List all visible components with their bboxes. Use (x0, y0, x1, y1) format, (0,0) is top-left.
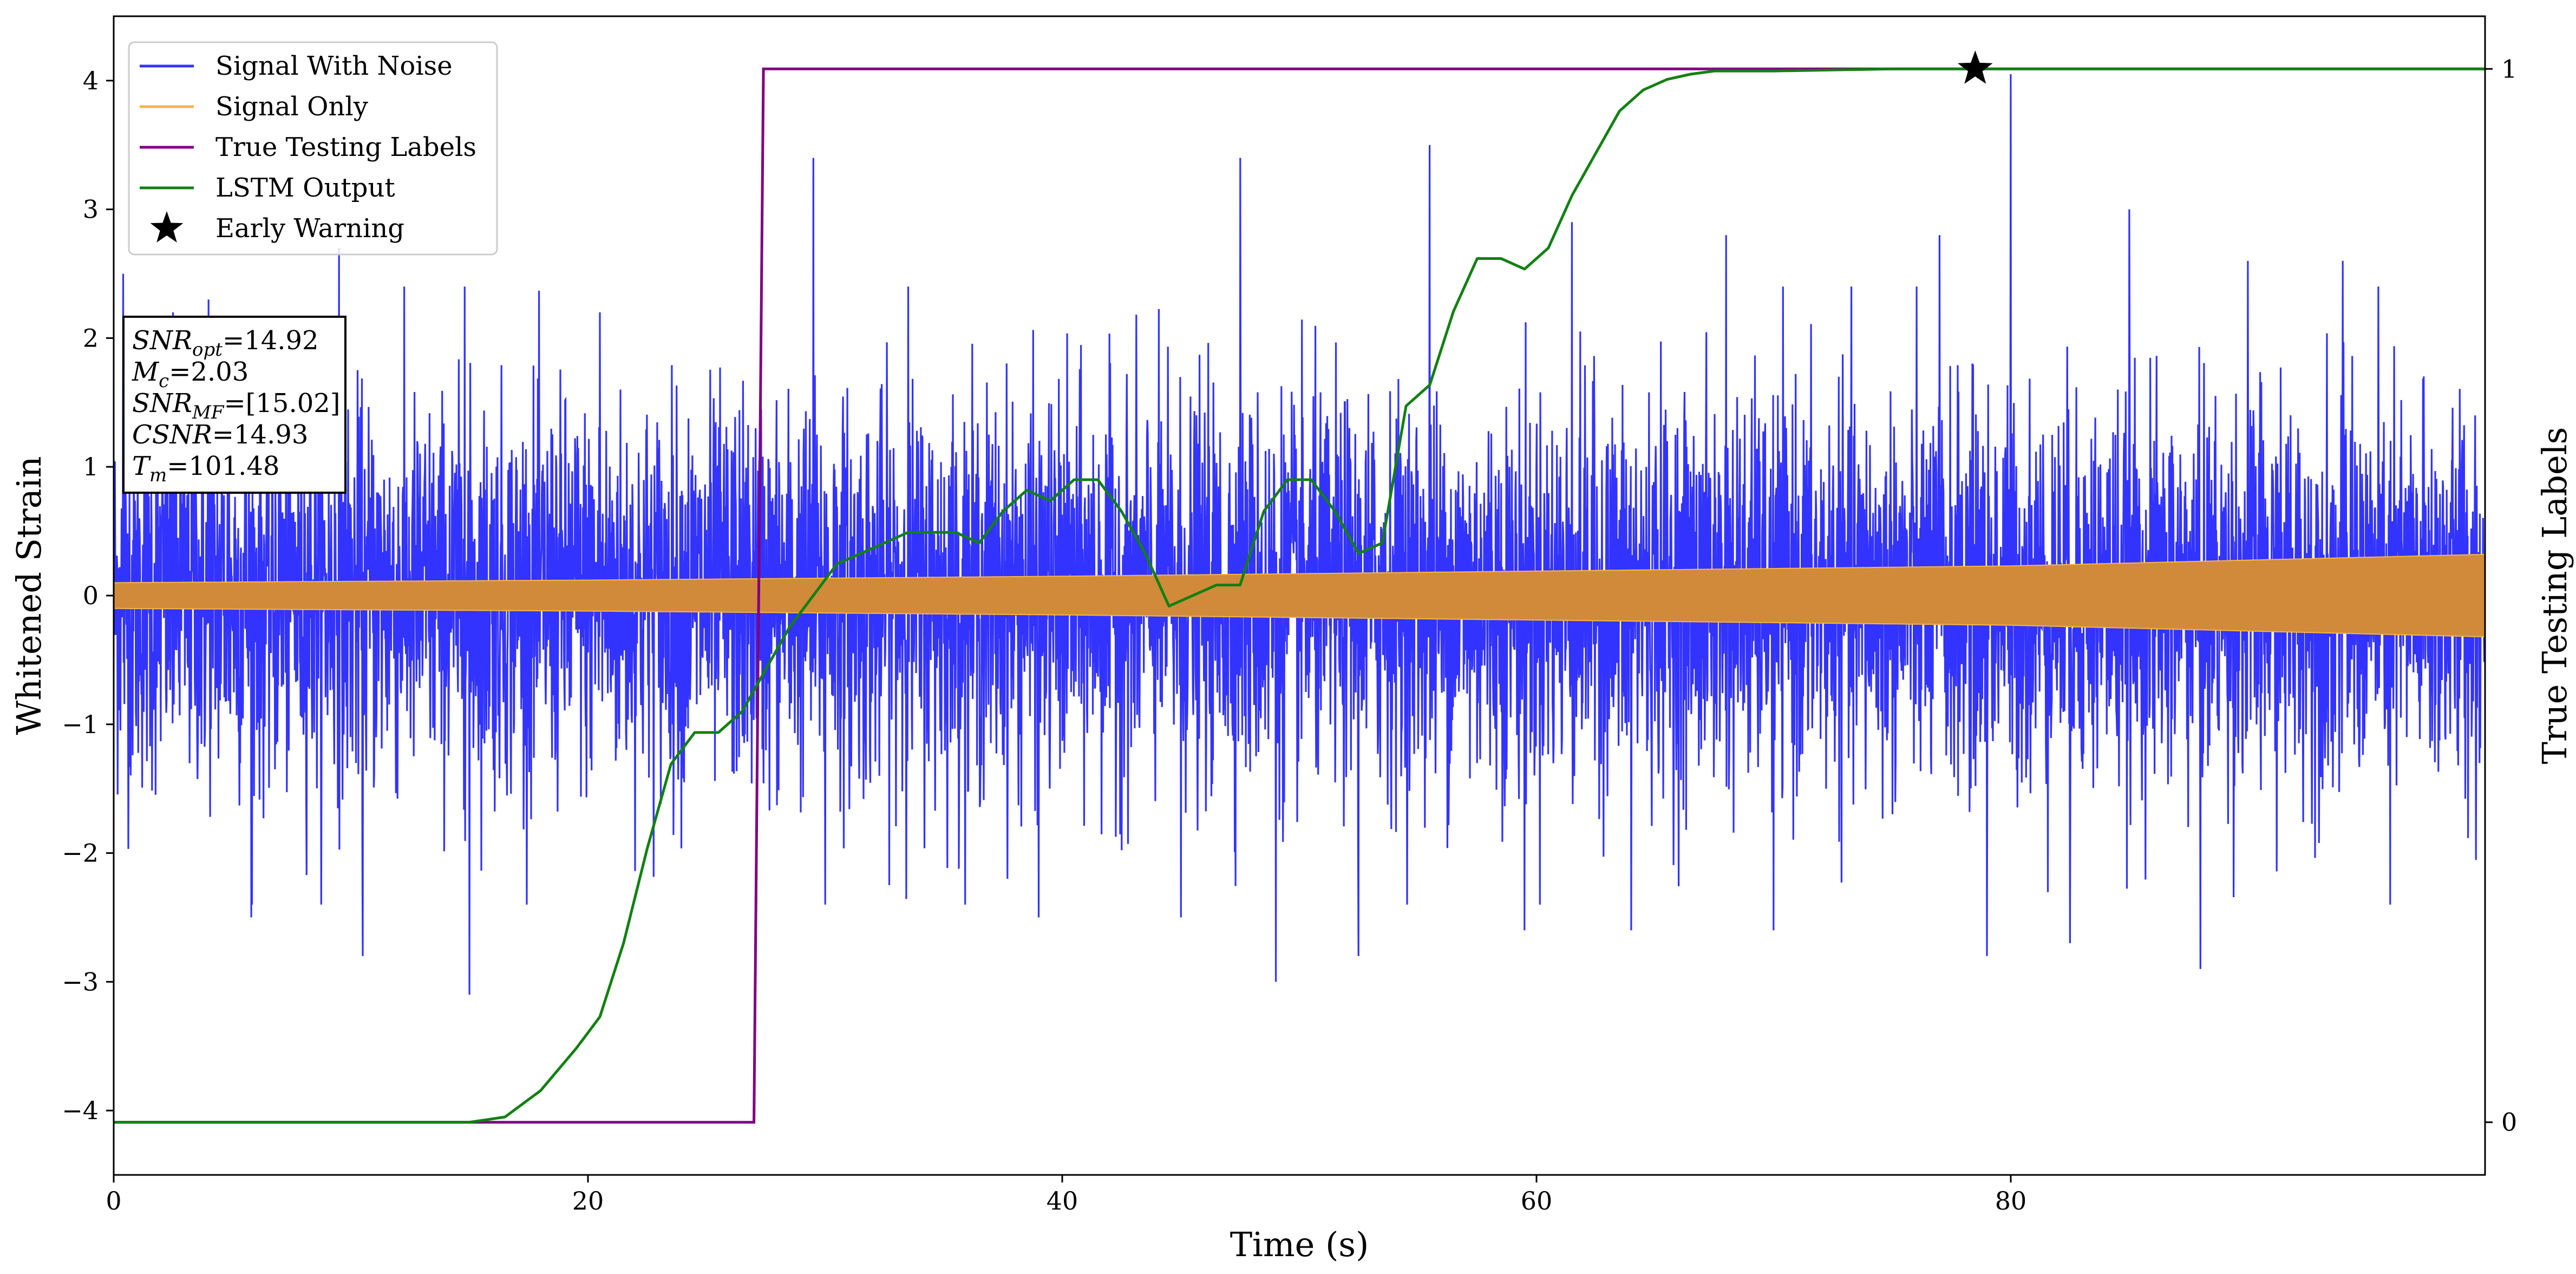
annotation-frame (122, 316, 346, 494)
y2-axis-title: True Testing Labels (2535, 427, 2574, 765)
legend: Signal With Noise Signal Only True Testing… (128, 41, 498, 256)
y-tick-label: 2 (83, 323, 99, 352)
annotation-line: Mc=2.03 (132, 357, 249, 392)
annotation-line: SNRMF=[15.02] (132, 388, 341, 423)
lstm-output-line (114, 67, 2485, 1124)
early-warning-marker-group (1958, 50, 1993, 84)
y-tick-label: 3 (83, 195, 99, 224)
lstm-output-series (114, 67, 2485, 1124)
y-tick-label: −2 (62, 839, 99, 868)
y-axis-title: Whitened Strain (9, 456, 49, 735)
legend-label: Signal With Noise (215, 51, 453, 81)
annotation-line: Tm=101.48 (132, 451, 279, 486)
legend-label: True Testing Labels (215, 132, 476, 162)
signal-only-band (114, 553, 2485, 638)
x-tick-label: 80 (1995, 1186, 2027, 1216)
x-axis-title: Time (s) (1230, 1225, 1369, 1264)
y-tick-label: 4 (83, 66, 99, 95)
early-warning-star-icon (1958, 50, 1993, 84)
x-tick-label: 20 (572, 1186, 604, 1216)
y-tick-label: 0 (83, 581, 99, 610)
y-tick-label: −4 (62, 1096, 99, 1125)
annotation-line: SNRopt=14.92 (132, 325, 319, 361)
x-tick-label: 40 (1047, 1186, 1078, 1216)
annotation-line: CSNR=14.93 (132, 420, 308, 450)
legend-frame (128, 41, 498, 256)
x-tick-label: 60 (1521, 1186, 1553, 1216)
y2-tick-label: 0 (2501, 1108, 2517, 1137)
legend-label: LSTM Output (215, 173, 395, 203)
legend-label: Early Warning (215, 213, 404, 244)
x-tick-label: 0 (106, 1186, 121, 1216)
signal-only-series (114, 553, 2485, 638)
y-tick-label: −3 (62, 967, 99, 996)
y2-tick-label: 1 (2501, 54, 2517, 83)
legend-label: Signal Only (215, 92, 368, 122)
legend-star-icon (150, 211, 184, 243)
y-tick-label: 1 (83, 452, 99, 481)
annotation-box: SNRopt=14.92Mc=2.03SNRMF=[15.02]CSNR=14.… (122, 316, 346, 494)
y-tick-label: −1 (62, 710, 99, 739)
